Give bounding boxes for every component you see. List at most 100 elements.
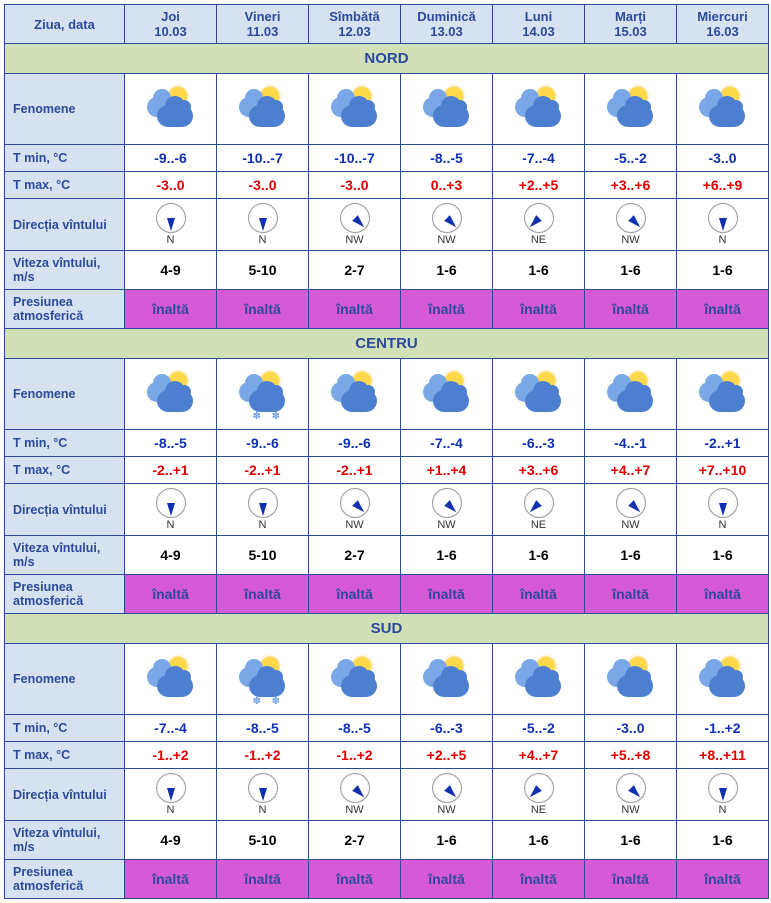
tmax-value: +2..+5: [493, 172, 585, 199]
table-header: Ziua, data Joi10.03 Vineri11.03 Sîmbătă1…: [5, 5, 769, 44]
weather-icon: [401, 74, 493, 145]
tmin-value: -8..-5: [401, 145, 493, 172]
weather-icon: ✽ ✽: [217, 359, 309, 430]
tmax-value: -2..+1: [217, 457, 309, 484]
label-phenomena: Fenomene: [5, 74, 125, 145]
tmax-value: +3..+6: [493, 457, 585, 484]
label-wind-dir: Direcția vîntului: [5, 199, 125, 251]
wind-direction-label: NW: [585, 804, 676, 816]
header-day-1: Vineri11.03: [217, 5, 309, 44]
label-wind-speed: Viteza vîntului, m/s: [5, 821, 125, 860]
weather-forecast-table: Ziua, data Joi10.03 Vineri11.03 Sîmbătă1…: [4, 4, 769, 899]
region-header-sud: SUD: [5, 614, 769, 644]
tmax-value: +6..+9: [677, 172, 769, 199]
wind-direction-label: NE: [493, 519, 584, 531]
header-label: Ziua, data: [5, 5, 125, 44]
wind-speed-value: 5-10: [217, 821, 309, 860]
pressure-value: înaltă: [401, 575, 493, 614]
tmin-value: -7..-4: [401, 430, 493, 457]
wind-speed-value: 1-6: [585, 536, 677, 575]
label-wind-speed: Viteza vîntului, m/s: [5, 251, 125, 290]
wind-direction: N: [677, 769, 769, 821]
label-pressure: Presiunea atmosferică: [5, 290, 125, 329]
wind-speed-value: 2-7: [309, 251, 401, 290]
wind-direction: NW: [309, 199, 401, 251]
tmin-value: -2..+1: [677, 430, 769, 457]
wind-direction: N: [217, 199, 309, 251]
tmax-value: -3..0: [309, 172, 401, 199]
weather-icon: [401, 359, 493, 430]
tmin-value: -10..-7: [217, 145, 309, 172]
tmin-value: -9..-6: [125, 145, 217, 172]
wind-speed-value: 4-9: [125, 536, 217, 575]
wind-direction-label: N: [125, 519, 216, 531]
pressure-value: înaltă: [217, 575, 309, 614]
wind-direction-label: N: [677, 519, 768, 531]
header-day-4: Luni14.03: [493, 5, 585, 44]
tmin-value: -9..-6: [217, 430, 309, 457]
label-tmax: T max, °C: [5, 457, 125, 484]
wind-direction-label: N: [125, 234, 216, 246]
weather-icon: [309, 644, 401, 715]
pressure-value: înaltă: [217, 290, 309, 329]
wind-speed-value: 1-6: [401, 821, 493, 860]
pressure-value: înaltă: [401, 290, 493, 329]
wind-direction: NW: [401, 769, 493, 821]
wind-speed-value: 5-10: [217, 536, 309, 575]
region-header-nord: NORD: [5, 44, 769, 74]
wind-direction-label: NE: [493, 804, 584, 816]
pressure-value: înaltă: [585, 575, 677, 614]
pressure-value: înaltă: [401, 860, 493, 899]
weather-icon: [125, 359, 217, 430]
tmin-value: -5..-2: [493, 715, 585, 742]
tmax-value: +4..+7: [493, 742, 585, 769]
tmin-value: -8..-5: [309, 715, 401, 742]
wind-direction: NE: [493, 199, 585, 251]
pressure-value: înaltă: [677, 575, 769, 614]
tmax-value: -3..0: [217, 172, 309, 199]
wind-direction: N: [677, 199, 769, 251]
tmax-value: +7..+10: [677, 457, 769, 484]
pressure-value: înaltă: [493, 860, 585, 899]
pressure-value: înaltă: [677, 290, 769, 329]
weather-icon: [217, 74, 309, 145]
weather-icon: [493, 359, 585, 430]
wind-speed-value: 1-6: [585, 251, 677, 290]
wind-speed-value: 1-6: [493, 821, 585, 860]
wind-direction-label: NW: [585, 519, 676, 531]
label-wind-speed: Viteza vîntului, m/s: [5, 536, 125, 575]
wind-direction-label: N: [217, 519, 308, 531]
wind-speed-value: 2-7: [309, 821, 401, 860]
wind-direction: NE: [493, 484, 585, 536]
weather-icon: [585, 359, 677, 430]
wind-direction: NW: [585, 484, 677, 536]
label-phenomena: Fenomene: [5, 644, 125, 715]
wind-direction: N: [217, 484, 309, 536]
pressure-value: înaltă: [309, 290, 401, 329]
label-phenomena: Fenomene: [5, 359, 125, 430]
tmin-value: -1..+2: [677, 715, 769, 742]
wind-direction: NW: [585, 199, 677, 251]
weather-icon: [309, 74, 401, 145]
header-day-3: Duminică13.03: [401, 5, 493, 44]
pressure-value: înaltă: [217, 860, 309, 899]
tmax-value: -1..+2: [125, 742, 217, 769]
wind-direction-label: N: [125, 804, 216, 816]
weather-icon: [125, 74, 217, 145]
label-wind-dir: Direcția vîntului: [5, 769, 125, 821]
pressure-value: înaltă: [125, 860, 217, 899]
weather-icon: [677, 644, 769, 715]
tmax-value: +8..+11: [677, 742, 769, 769]
wind-direction-label: NE: [493, 234, 584, 246]
tmax-value: -3..0: [125, 172, 217, 199]
weather-icon: [493, 644, 585, 715]
wind-speed-value: 1-6: [493, 536, 585, 575]
weather-icon: [125, 644, 217, 715]
header-day-6: Miercuri16.03: [677, 5, 769, 44]
wind-direction-label: N: [217, 804, 308, 816]
wind-direction-label: NW: [309, 804, 400, 816]
wind-direction: NW: [401, 199, 493, 251]
wind-direction-label: NW: [585, 234, 676, 246]
weather-icon: [585, 644, 677, 715]
weather-icon: [493, 74, 585, 145]
